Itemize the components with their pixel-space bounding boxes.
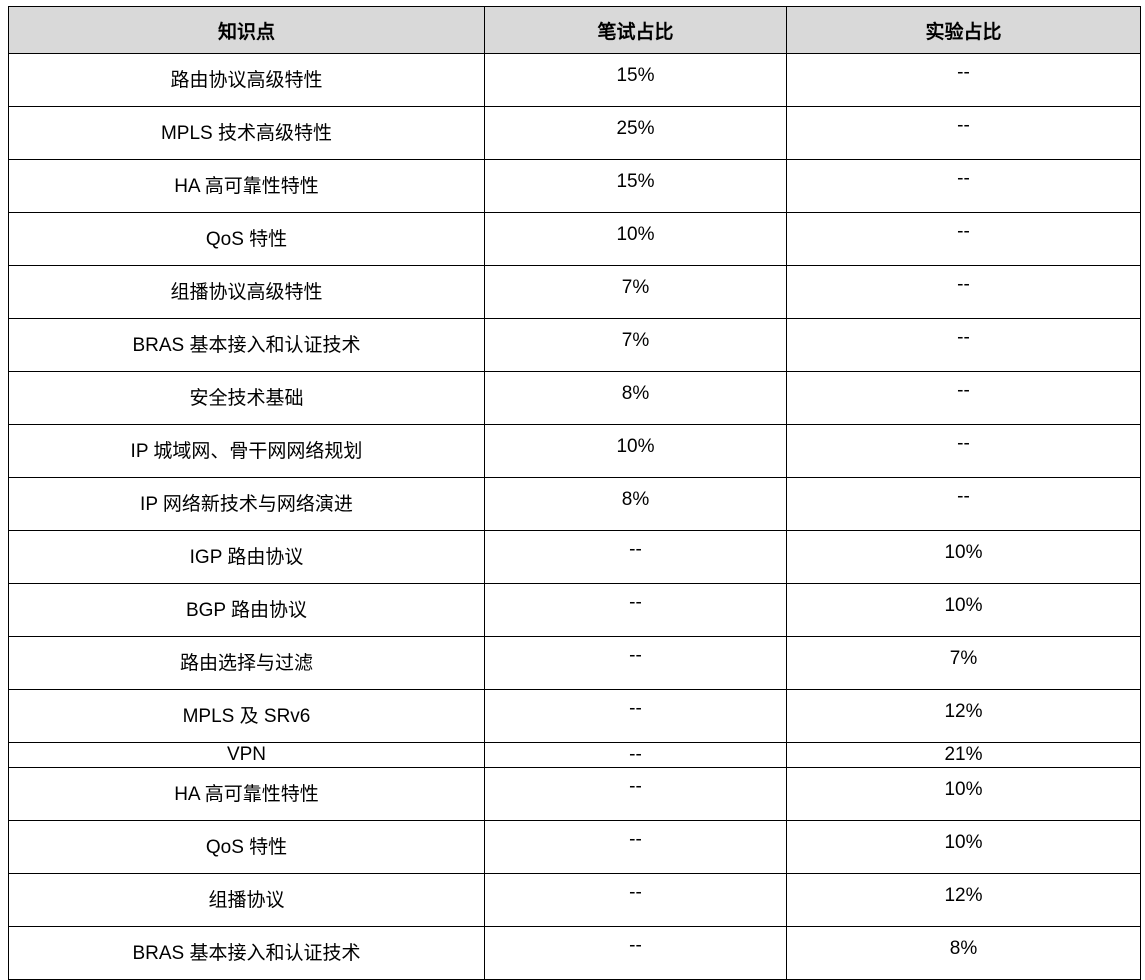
written-ratio-cell: 8% (484, 371, 787, 425)
topic-cell: BRAS 基本接入和认证技术 (8, 318, 485, 372)
topic-cell: BGP 路由协议 (8, 583, 485, 637)
written-ratio-cell: -- (484, 530, 787, 584)
table-row: 组播协议高级特性 7% -- (8, 265, 1141, 319)
lab-ratio-cell: -- (786, 424, 1141, 478)
table-row: VPN -- 21% (8, 742, 1141, 768)
table-row: HA 高可靠性特性 -- 10% (8, 767, 1141, 821)
topic-cell: VPN (8, 742, 485, 768)
lab-ratio-cell: -- (786, 159, 1141, 213)
written-ratio-cell: 10% (484, 212, 787, 266)
table-row: QoS 特性 -- 10% (8, 820, 1141, 874)
lab-ratio-cell: 10% (786, 820, 1141, 874)
lab-ratio-cell: -- (786, 106, 1141, 160)
topic-cell: 组播协议 (8, 873, 485, 927)
topic-cell: QoS 特性 (8, 820, 485, 874)
written-ratio-cell: 10% (484, 424, 787, 478)
table-row: MPLS 及 SRv6 -- 12% (8, 689, 1141, 743)
lab-ratio-cell: -- (786, 318, 1141, 372)
header-written-ratio: 笔试占比 (484, 6, 787, 54)
table-row: QoS 特性 10% -- (8, 212, 1141, 266)
table-row: IGP 路由协议 -- 10% (8, 530, 1141, 584)
table-row: BRAS 基本接入和认证技术 -- 8% (8, 926, 1141, 980)
lab-ratio-cell: 21% (786, 742, 1141, 768)
lab-ratio-cell: 12% (786, 873, 1141, 927)
lab-ratio-cell: -- (786, 371, 1141, 425)
written-ratio-cell: 15% (484, 159, 787, 213)
knowledge-weight-table: 知识点 笔试占比 实验占比 路由协议高级特性 15% -- MPLS 技术高级特性 25… (8, 6, 1141, 980)
table-row: BRAS 基本接入和认证技术 7% -- (8, 318, 1141, 372)
topic-cell: IP 网络新技术与网络演进 (8, 477, 485, 531)
lab-ratio-cell: -- (786, 477, 1141, 531)
lab-ratio-cell: 10% (786, 583, 1141, 637)
topic-cell: BRAS 基本接入和认证技术 (8, 926, 485, 980)
topic-cell: QoS 特性 (8, 212, 485, 266)
header-lab-ratio: 实验占比 (786, 6, 1141, 54)
table-row: IP 城域网、骨干网网络规划 10% -- (8, 424, 1141, 478)
topic-cell: MPLS 技术高级特性 (8, 106, 485, 160)
lab-ratio-cell: -- (786, 265, 1141, 319)
written-ratio-cell: -- (484, 636, 787, 690)
header-topic: 知识点 (8, 6, 485, 54)
written-ratio-cell: 15% (484, 53, 787, 107)
table-row: 安全技术基础 8% -- (8, 371, 1141, 425)
lab-ratio-cell: 8% (786, 926, 1141, 980)
written-ratio-cell: 25% (484, 106, 787, 160)
table-row: 组播协议 -- 12% (8, 873, 1141, 927)
lab-ratio-cell: 7% (786, 636, 1141, 690)
written-ratio-cell: -- (484, 820, 787, 874)
written-ratio-cell: 7% (484, 318, 787, 372)
topic-cell: HA 高可靠性特性 (8, 767, 485, 821)
header-row: 知识点 笔试占比 实验占比 (8, 6, 1141, 54)
table-row: 路由协议高级特性 15% -- (8, 53, 1141, 107)
topic-cell: 路由协议高级特性 (8, 53, 485, 107)
topic-cell: 组播协议高级特性 (8, 265, 485, 319)
topic-cell: 安全技术基础 (8, 371, 485, 425)
topic-cell: HA 高可靠性特性 (8, 159, 485, 213)
written-ratio-cell: -- (484, 873, 787, 927)
lab-ratio-cell: -- (786, 212, 1141, 266)
table-row: MPLS 技术高级特性 25% -- (8, 106, 1141, 160)
topic-cell: MPLS 及 SRv6 (8, 689, 485, 743)
written-ratio-cell: -- (484, 583, 787, 637)
topic-cell: IP 城域网、骨干网网络规划 (8, 424, 485, 478)
lab-ratio-cell: 10% (786, 530, 1141, 584)
written-ratio-cell: -- (484, 926, 787, 980)
written-ratio-cell: -- (484, 689, 787, 743)
lab-ratio-cell: 10% (786, 767, 1141, 821)
written-ratio-cell: -- (484, 767, 787, 821)
table-row: HA 高可靠性特性 15% -- (8, 159, 1141, 213)
table-row: 路由选择与过滤 -- 7% (8, 636, 1141, 690)
written-ratio-cell: 7% (484, 265, 787, 319)
lab-ratio-cell: 12% (786, 689, 1141, 743)
written-ratio-cell: 8% (484, 477, 787, 531)
written-ratio-cell: -- (484, 742, 787, 768)
topic-cell: IGP 路由协议 (8, 530, 485, 584)
table-row: BGP 路由协议 -- 10% (8, 583, 1141, 637)
table-row: IP 网络新技术与网络演进 8% -- (8, 477, 1141, 531)
lab-ratio-cell: -- (786, 53, 1141, 107)
topic-cell: 路由选择与过滤 (8, 636, 485, 690)
